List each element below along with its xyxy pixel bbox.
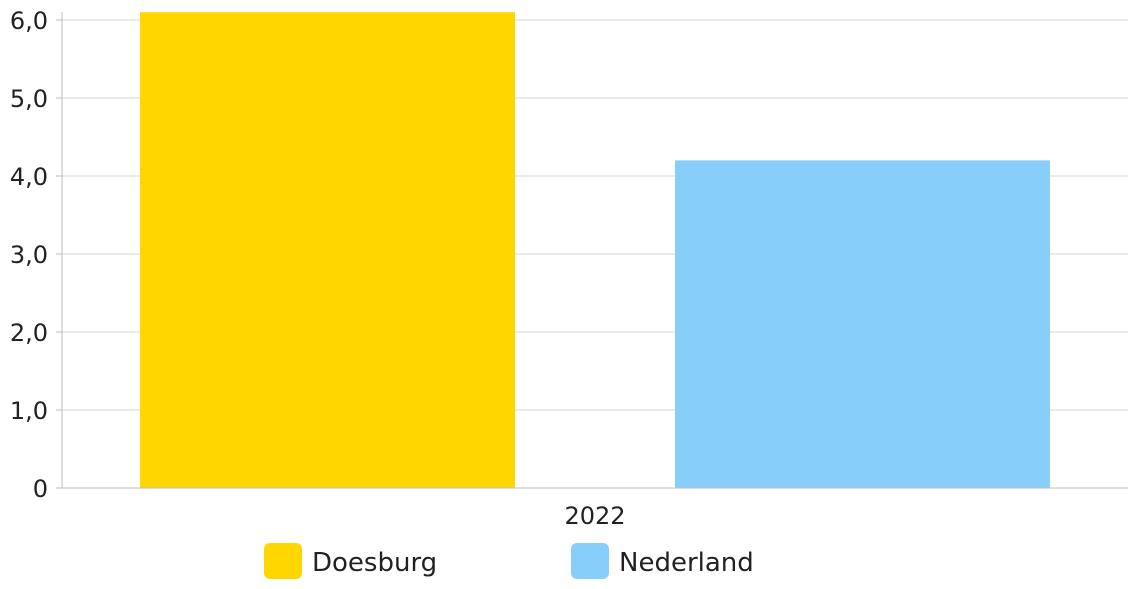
axes <box>56 12 1128 489</box>
legend-item-doesburg[interactable]: Doesburg <box>264 543 437 579</box>
x-tick-label: 2022 <box>564 502 625 530</box>
legend-item-nederland[interactable]: Nederland <box>571 543 754 579</box>
y-tick-label: 0 <box>33 475 48 503</box>
y-tick-label: 1,0 <box>10 397 48 425</box>
legend-label: Nederland <box>619 548 754 578</box>
x-tick-labels: 2022 <box>564 502 625 530</box>
y-tick-label: 3,0 <box>10 241 48 269</box>
y-tick-label: 6,0 <box>10 7 48 35</box>
legend-swatch <box>571 543 609 579</box>
legend-swatch <box>264 543 302 579</box>
y-tick-label: 4,0 <box>10 163 48 191</box>
bar-nederland <box>675 160 1050 488</box>
y-tick-label: 2,0 <box>10 319 48 347</box>
bars <box>140 12 1050 488</box>
y-tick-label: 5,0 <box>10 85 48 113</box>
legend: Doesburg Nederland <box>264 543 754 579</box>
legend-label: Doesburg <box>312 548 437 578</box>
bar-doesburg <box>140 12 515 488</box>
y-tick-labels: 0 1,0 2,0 3,0 4,0 5,0 6,0 <box>10 7 48 503</box>
